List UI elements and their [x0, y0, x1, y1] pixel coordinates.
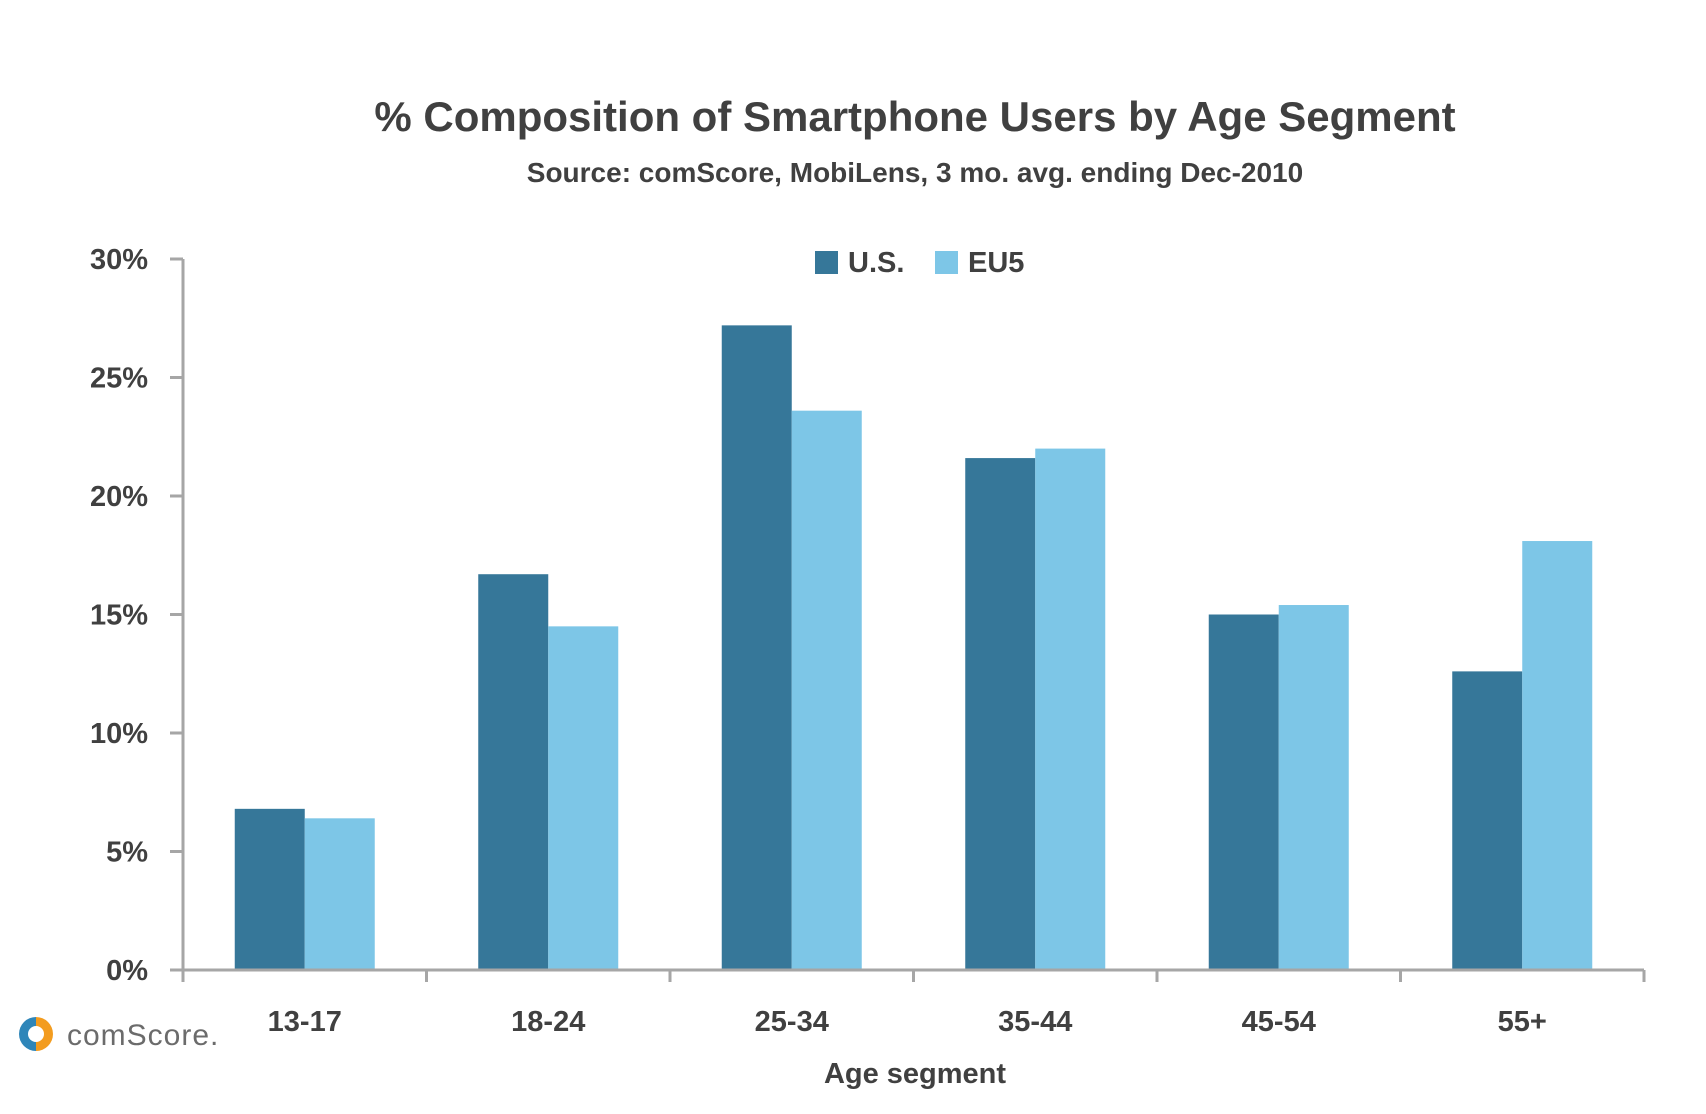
y-tick-label: 15%	[90, 600, 148, 632]
legend-label-us: U.S.	[848, 247, 904, 279]
bar-us-45-54	[1208, 614, 1279, 970]
x-axis-title: Age segment	[824, 1058, 1006, 1090]
bar-eu5-55+	[1522, 541, 1593, 970]
bar-us-35-44	[965, 458, 1036, 970]
bar-eu5-45-54	[1278, 605, 1349, 970]
legend-swatch-eu5	[935, 251, 958, 274]
comscore-logo-icon	[19, 1017, 53, 1051]
y-tick-label: 5%	[106, 837, 148, 869]
bar-eu5-35-44	[1035, 448, 1106, 971]
x-tick-label: 35-44	[998, 1006, 1072, 1038]
x-tick-label: 25-34	[755, 1006, 829, 1038]
y-tick-label: 10%	[90, 718, 148, 750]
y-tick-label: 20%	[90, 481, 148, 513]
y-tick-label: 0%	[106, 955, 148, 987]
bar-eu5-25-34	[791, 410, 862, 970]
axes-group	[170, 257, 1646, 982]
chart-subtitle: Source: comScore, MobiLens, 3 mo. avg. e…	[527, 157, 1303, 188]
y-tick-label: 30%	[90, 244, 148, 276]
comscore-logo-text: comScore.	[67, 1019, 219, 1052]
legend-swatch-us	[815, 251, 838, 274]
bar-us-18-24	[478, 574, 549, 970]
x-tick-label: 18-24	[511, 1006, 585, 1038]
y-tick-label: 25%	[90, 363, 148, 395]
bar-us-13-17	[234, 808, 305, 970]
bar-us-55+	[1452, 671, 1523, 970]
bar-us-25-34	[721, 325, 792, 970]
comscore-logo: comScore.	[19, 1017, 219, 1052]
x-tick-label: 45-54	[1242, 1006, 1316, 1038]
y-tick-labels: 0% 5% 10% 15% 20% 25% 30%	[90, 244, 148, 987]
chart-title: % Composition of Smartphone Users by Age…	[374, 93, 1455, 140]
x-tick-labels: 13-17 18-24 25-34 35-44 45-54 55+	[268, 1006, 1547, 1038]
x-tick-label: 55+	[1498, 1006, 1547, 1038]
legend-label-eu5: EU5	[968, 247, 1024, 279]
bar-eu5-13-17	[304, 818, 375, 970]
bars-group	[234, 325, 1593, 971]
legend: U.S. EU5	[815, 247, 1024, 279]
x-tick-label: 13-17	[268, 1006, 342, 1038]
bar-eu5-18-24	[548, 626, 619, 970]
